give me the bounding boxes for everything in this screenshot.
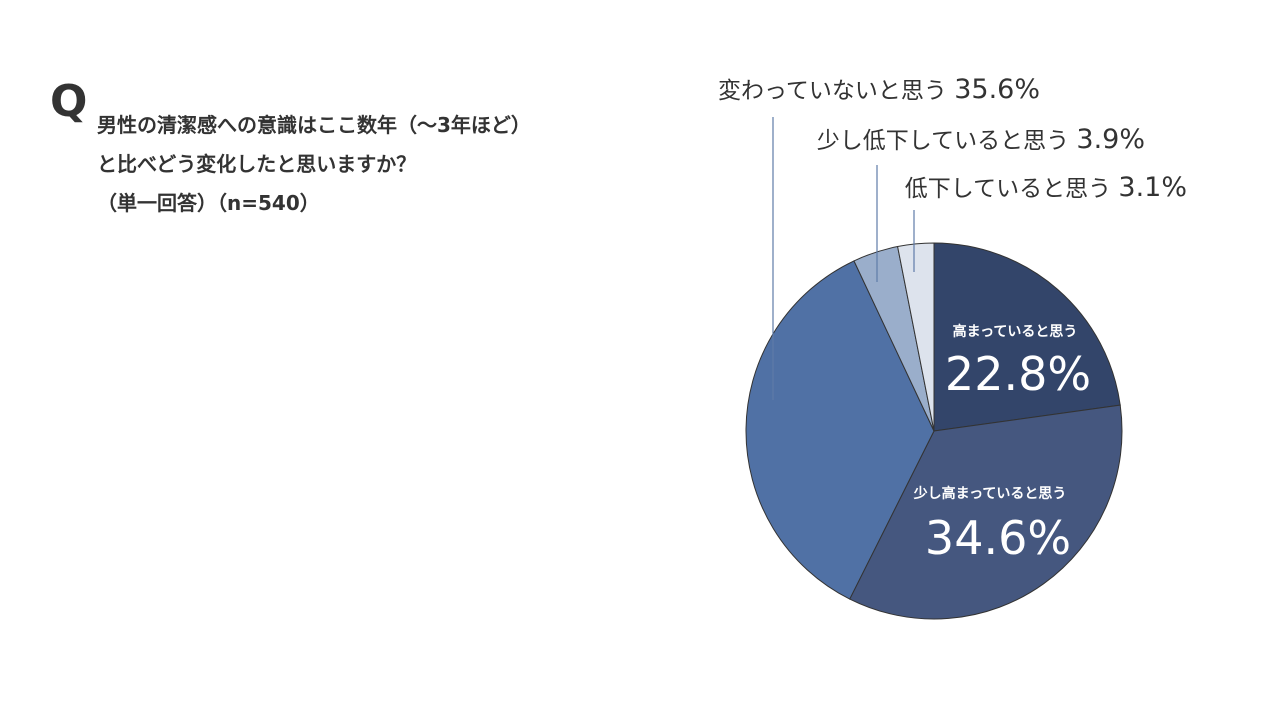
question-line-3: （単一回答）（n=540） xyxy=(97,191,320,215)
slice-label-2: 少し高まっていると思う xyxy=(913,485,1067,502)
slice-value-1: 22.8% xyxy=(945,347,1091,401)
question-mark: Q xyxy=(50,76,88,127)
pie-slice-3 xyxy=(745,260,935,600)
slice-label-4: 少し低下していると思う 3.9% xyxy=(817,124,1145,155)
slice-label-1: 高まっていると思う xyxy=(953,323,1078,340)
slice-label-5: 低下していると思う 3.1% xyxy=(905,172,1187,203)
slice-label-3: 変わっていないと思う 35.6% xyxy=(718,74,1040,105)
question-line-1: 男性の清潔感への意識はここ数年（〜3年ほど） xyxy=(97,113,531,137)
pie-slice-1 xyxy=(933,242,1121,432)
slice-value-2: 34.6% xyxy=(925,511,1071,565)
pie-slice-5 xyxy=(897,242,935,432)
question-text: 男性の清潔感への意識はここ数年（〜3年ほど） と比べどう変化したと思いますか？ … xyxy=(97,106,531,223)
pie-slice-2 xyxy=(849,404,1123,620)
question-line-2: と比べどう変化したと思いますか？ xyxy=(97,152,417,176)
